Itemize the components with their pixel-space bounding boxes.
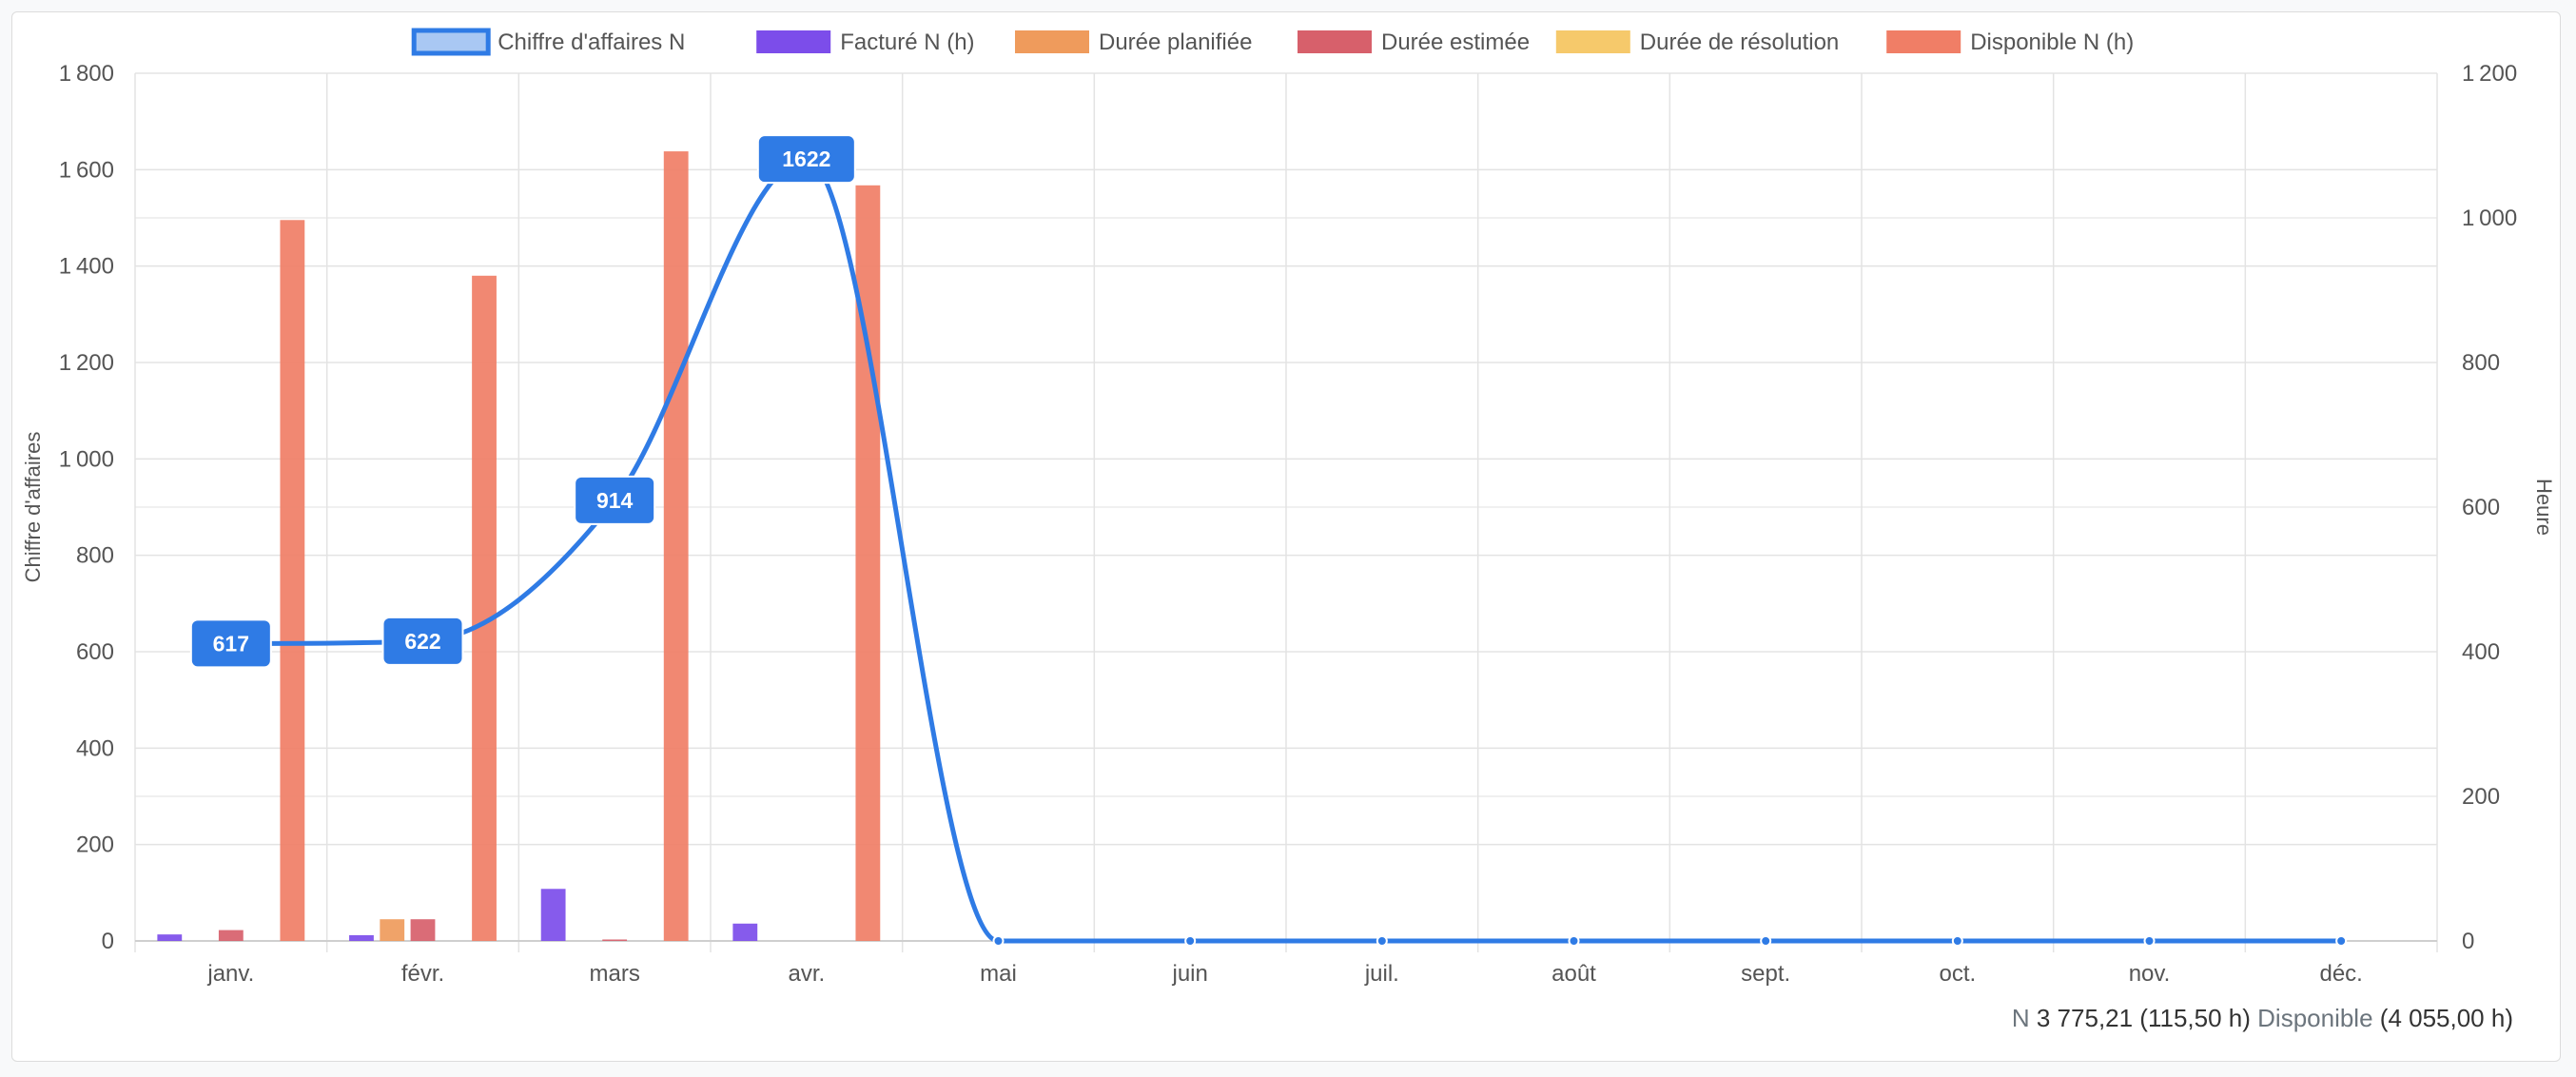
y-left-tick-1400: 1 400 (59, 254, 114, 280)
data-label-box-janv (189, 618, 272, 669)
y-left-tick-600: 600 (76, 639, 114, 665)
y-left-tick-800: 800 (76, 543, 114, 569)
x-tick-avr: avr. (788, 961, 825, 987)
legend-duree-de-resolution-swatch (1555, 30, 1630, 53)
bar-facture-n-h-avr (732, 923, 758, 941)
x-tick-juil: juil. (1364, 961, 1399, 987)
data-label-mars: 914 (596, 488, 634, 513)
legend-duree-de-resolution-label: Durée de résolution (1640, 29, 1839, 55)
legend-duree-estimee-swatch (1298, 30, 1372, 53)
footer-dispo-label: Disponible (2257, 1004, 2373, 1032)
y-right-tick-600: 600 (2462, 495, 2500, 520)
y-right-tick-200: 200 (2462, 784, 2500, 810)
y-right-tick-800: 800 (2462, 350, 2500, 376)
y-left-tick-400: 400 (76, 735, 114, 761)
y-left-tick-1200: 1 200 (59, 350, 114, 376)
chart-footer-summary: N 3 775,21 (115,50 h) Disponible (4 055,… (2012, 1004, 2513, 1033)
footer-dispo-value: (4 055,00 h) (2379, 1004, 2513, 1032)
legend-facture-n-h-swatch (756, 30, 831, 53)
bar-duree-estimee-janv (218, 930, 244, 941)
point-chiffre-d-affaires-n-aout (1568, 935, 1580, 947)
point-chiffre-d-affaires-n-nov (2143, 935, 2156, 947)
legend-duree-planifiee-swatch (1015, 30, 1089, 53)
bar-facture-n-h-janv (157, 934, 183, 941)
data-label-box-avr (756, 134, 856, 185)
bar-facture-n-h-fevr (349, 934, 374, 941)
legend-chiffre-d-affaires-n-label: Chiffre d'affaires N (498, 29, 685, 55)
y-left-tick-200: 200 (76, 832, 114, 858)
legend-disponible-n-h-swatch (1886, 30, 1961, 53)
x-tick-mars: mars (589, 961, 639, 987)
legend-duree-estimee-label: Durée estimée (1381, 29, 1530, 55)
x-tick-dec: déc. (2319, 961, 2362, 987)
y-right-tick-400: 400 (2462, 639, 2500, 665)
x-tick-aout: août (1551, 961, 1596, 987)
x-tick-nov: nov. (2129, 961, 2171, 987)
legend-duree-planifiee-label: Durée planifiée (1099, 29, 1252, 55)
legend-chiffre-d-affaires-n-swatch (411, 28, 491, 56)
x-tick-sept: sept. (1741, 961, 1790, 987)
data-label-fevr: 622 (404, 629, 440, 654)
legend-facture-n-h-label: Facturé N (h) (840, 29, 974, 55)
data-label-janv: 617 (213, 631, 249, 656)
point-chiffre-d-affaires-n-mai (992, 935, 1005, 947)
bar-facture-n-h-mars (540, 889, 566, 941)
bar-disponible-n-h-mars (663, 151, 689, 941)
x-tick-juin: juin (1171, 961, 1207, 987)
legend-disponible-n-h-label: Disponible N (h) (1970, 29, 2134, 55)
y-right-tick-1000: 1 000 (2462, 206, 2517, 231)
bar-duree-estimee-fevr (410, 919, 436, 941)
bar-duree-planifiee-fevr (380, 919, 405, 941)
bar-disponible-n-h-fevr (472, 275, 497, 941)
x-tick-fevr: févr. (401, 961, 444, 987)
x-tick-janv: janv. (206, 961, 254, 987)
data-label-avr: 1622 (782, 147, 830, 171)
point-chiffre-d-affaires-n-oct (1951, 935, 1963, 947)
data-label-box-fevr (381, 616, 464, 666)
y-left-tick-1000: 1 000 (59, 446, 114, 472)
y-left-tick-1800: 1 800 (59, 61, 114, 87)
footer-n-value: 3 775,21 (115,50 h) (2036, 1004, 2251, 1032)
x-tick-mai: mai (980, 961, 1017, 987)
point-chiffre-d-affaires-n-juin (1184, 935, 1197, 947)
y-left-tick-0: 0 (102, 929, 114, 954)
x-tick-oct: oct. (1939, 961, 1976, 987)
y-left-tick-1600: 1 600 (59, 157, 114, 183)
bar-duree-estimee-mars (602, 939, 628, 941)
point-chiffre-d-affaires-n-dec (2335, 935, 2348, 947)
y-right-tick-1200: 1 200 (2462, 61, 2517, 87)
point-chiffre-d-affaires-n-juil (1376, 935, 1388, 947)
footer-n-label: N (2011, 1004, 2030, 1032)
y-right-tick-0: 0 (2462, 929, 2474, 954)
data-label-box-mars (574, 475, 656, 525)
point-chiffre-d-affaires-n-sept (1760, 935, 1772, 947)
y-right-axis-title: Heure (2532, 479, 2556, 536)
bar-disponible-n-h-janv (280, 220, 305, 941)
y-left-axis-title: Chiffre d'affaires (21, 432, 45, 583)
